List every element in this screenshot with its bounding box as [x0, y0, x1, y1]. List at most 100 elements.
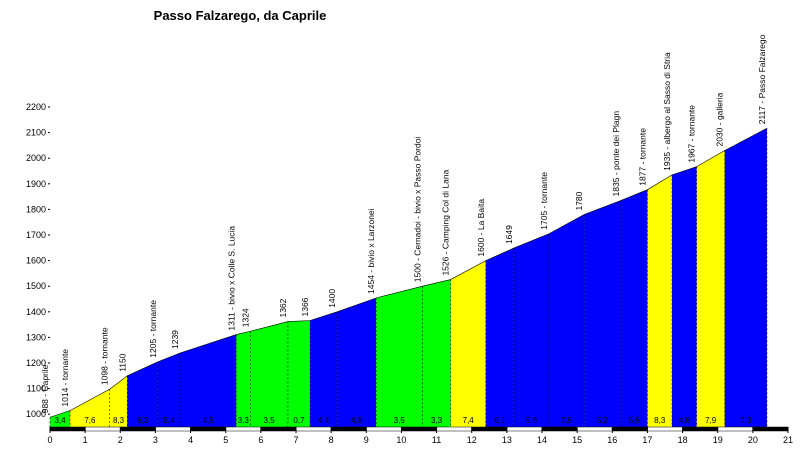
- km-bar: [120, 426, 156, 432]
- profile-segment: [236, 331, 251, 427]
- point-label: 1877 - tornante: [637, 128, 647, 186]
- x-tick-label: 3: [153, 435, 158, 445]
- point-label: 988 - Caprile: [40, 364, 50, 413]
- km-bar: [752, 426, 789, 432]
- profile-segment: [422, 279, 451, 427]
- profile-segment: [696, 150, 725, 427]
- profile-segment: [724, 128, 767, 428]
- km-bar: [436, 426, 472, 432]
- grade-label: 4,4: [318, 416, 330, 425]
- y-tick-label: 1300: [26, 332, 46, 342]
- grade-label: 5,6: [629, 416, 641, 425]
- point-label: 1526 - Camping Col di Lana: [441, 169, 451, 275]
- profile-segment: [621, 189, 648, 427]
- point-label: 1366: [300, 297, 310, 316]
- y-tick-label: 1700: [26, 230, 46, 240]
- grade-label: 4,6: [679, 416, 691, 425]
- profile-segment: [287, 320, 311, 427]
- grade-label: 4,9: [351, 416, 363, 425]
- profile-line: [49, 127, 768, 418]
- point-label: 1649: [504, 225, 514, 244]
- y-tick-label: 1900: [26, 179, 46, 189]
- x-tick-label: 11: [432, 435, 441, 445]
- point-label: 1098 - tornante: [100, 327, 110, 385]
- x-tick-label: 0: [47, 435, 52, 445]
- chart-title: Passo Falzarego, da Caprile: [154, 8, 327, 23]
- grade-label: 3,5: [394, 416, 406, 425]
- x-tick-label: 5: [223, 435, 228, 445]
- grade-label: 3,4: [54, 416, 66, 425]
- grade-label: 6,3: [137, 416, 149, 425]
- grade-label: 5,2: [597, 416, 609, 425]
- y-tick-label: 1000: [26, 409, 46, 419]
- profile-segment: [549, 214, 585, 427]
- grade-label: 0,7: [293, 416, 305, 425]
- km-bar: [190, 426, 226, 432]
- grade-label: 7,5: [561, 416, 573, 425]
- point-label: 1600 - La Baita: [476, 199, 486, 257]
- x-tick-label: 16: [607, 435, 617, 445]
- y-tick-label: 1200: [26, 358, 46, 368]
- profile-segment: [250, 321, 288, 427]
- profile-segment: [310, 311, 338, 427]
- point-label: 1239: [170, 330, 180, 349]
- profile-segment: [337, 297, 377, 427]
- x-tick-label: 21: [783, 435, 793, 445]
- y-tick-label: 1100: [27, 384, 46, 394]
- profile-segment: [50, 410, 71, 427]
- km-bar: [647, 426, 683, 432]
- profile-segment: [180, 334, 237, 427]
- grade-label: 3,3: [431, 416, 443, 425]
- x-tick-label: 13: [502, 435, 512, 445]
- profile-segment: [584, 200, 622, 427]
- grade-label: 7,9: [705, 416, 717, 425]
- point-label: 1362: [278, 298, 288, 317]
- profile-segment: [109, 375, 128, 427]
- y-tick-label: 1400: [26, 307, 46, 317]
- point-label: 1500 - Cernadoi - bivio x Passo Pordoi: [413, 137, 423, 283]
- y-tick-label: 2000: [26, 153, 46, 163]
- point-label: 1454 - bivio x Larzonei: [366, 208, 376, 294]
- km-bar: [260, 426, 297, 432]
- profile-segment: [376, 286, 423, 427]
- grade-label: 4,5: [203, 416, 215, 425]
- profile-segment: [647, 174, 673, 427]
- grade-label: 6,1: [494, 416, 506, 425]
- point-label: 1311 - bivio x Colle S. Lucia: [226, 226, 236, 331]
- y-tick-label: 1600: [26, 256, 46, 266]
- point-label: 1324: [240, 308, 250, 327]
- km-bar: [506, 426, 543, 432]
- km-bar: [576, 426, 613, 432]
- km-bar: [471, 426, 508, 432]
- y-tick-label: 1800: [26, 204, 46, 214]
- km-bar: [366, 426, 402, 432]
- grade-label: 3,5: [264, 416, 276, 425]
- profile-segment: [157, 353, 181, 427]
- km-bar: [612, 426, 648, 432]
- x-tick-label: 2: [118, 435, 123, 445]
- x-tick-label: 8: [329, 435, 334, 445]
- point-label: 1205 - tornante: [148, 300, 158, 358]
- point-label: 1150: [117, 353, 127, 372]
- x-tick-label: 15: [572, 435, 582, 445]
- km-bar: [84, 426, 121, 432]
- x-tick-label: 4: [188, 435, 193, 445]
- point-label: 1400: [327, 289, 337, 308]
- km-bar: [330, 426, 367, 432]
- x-tick-label: 17: [642, 435, 652, 445]
- profile-segment: [672, 166, 697, 427]
- grade-label: 3,3: [238, 416, 250, 425]
- x-tick-label: 9: [364, 435, 369, 445]
- grade-label: 8,3: [113, 416, 125, 425]
- km-bar: [401, 426, 437, 432]
- profile-segment: [70, 389, 110, 427]
- y-tick-label: 1500: [26, 281, 46, 291]
- x-tick-label: 20: [748, 435, 758, 445]
- x-tick-label: 10: [396, 435, 406, 445]
- grade-label: 5,4: [163, 416, 175, 425]
- point-label: 1780: [574, 191, 584, 210]
- x-tick-label: 12: [467, 435, 477, 445]
- km-bar: [717, 426, 754, 432]
- point-label: 1705 - tornante: [539, 172, 549, 230]
